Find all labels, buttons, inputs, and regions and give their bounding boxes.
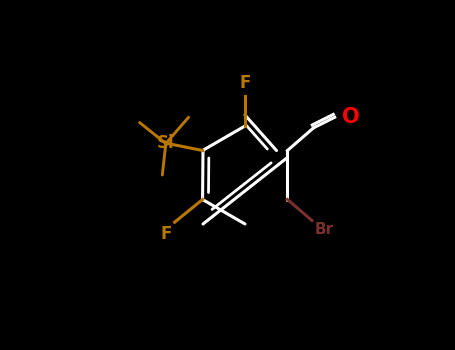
Text: Br: Br	[315, 222, 334, 237]
Text: F: F	[239, 74, 251, 92]
Text: Si: Si	[157, 134, 175, 153]
Text: F: F	[161, 225, 172, 243]
Text: O: O	[342, 106, 360, 127]
